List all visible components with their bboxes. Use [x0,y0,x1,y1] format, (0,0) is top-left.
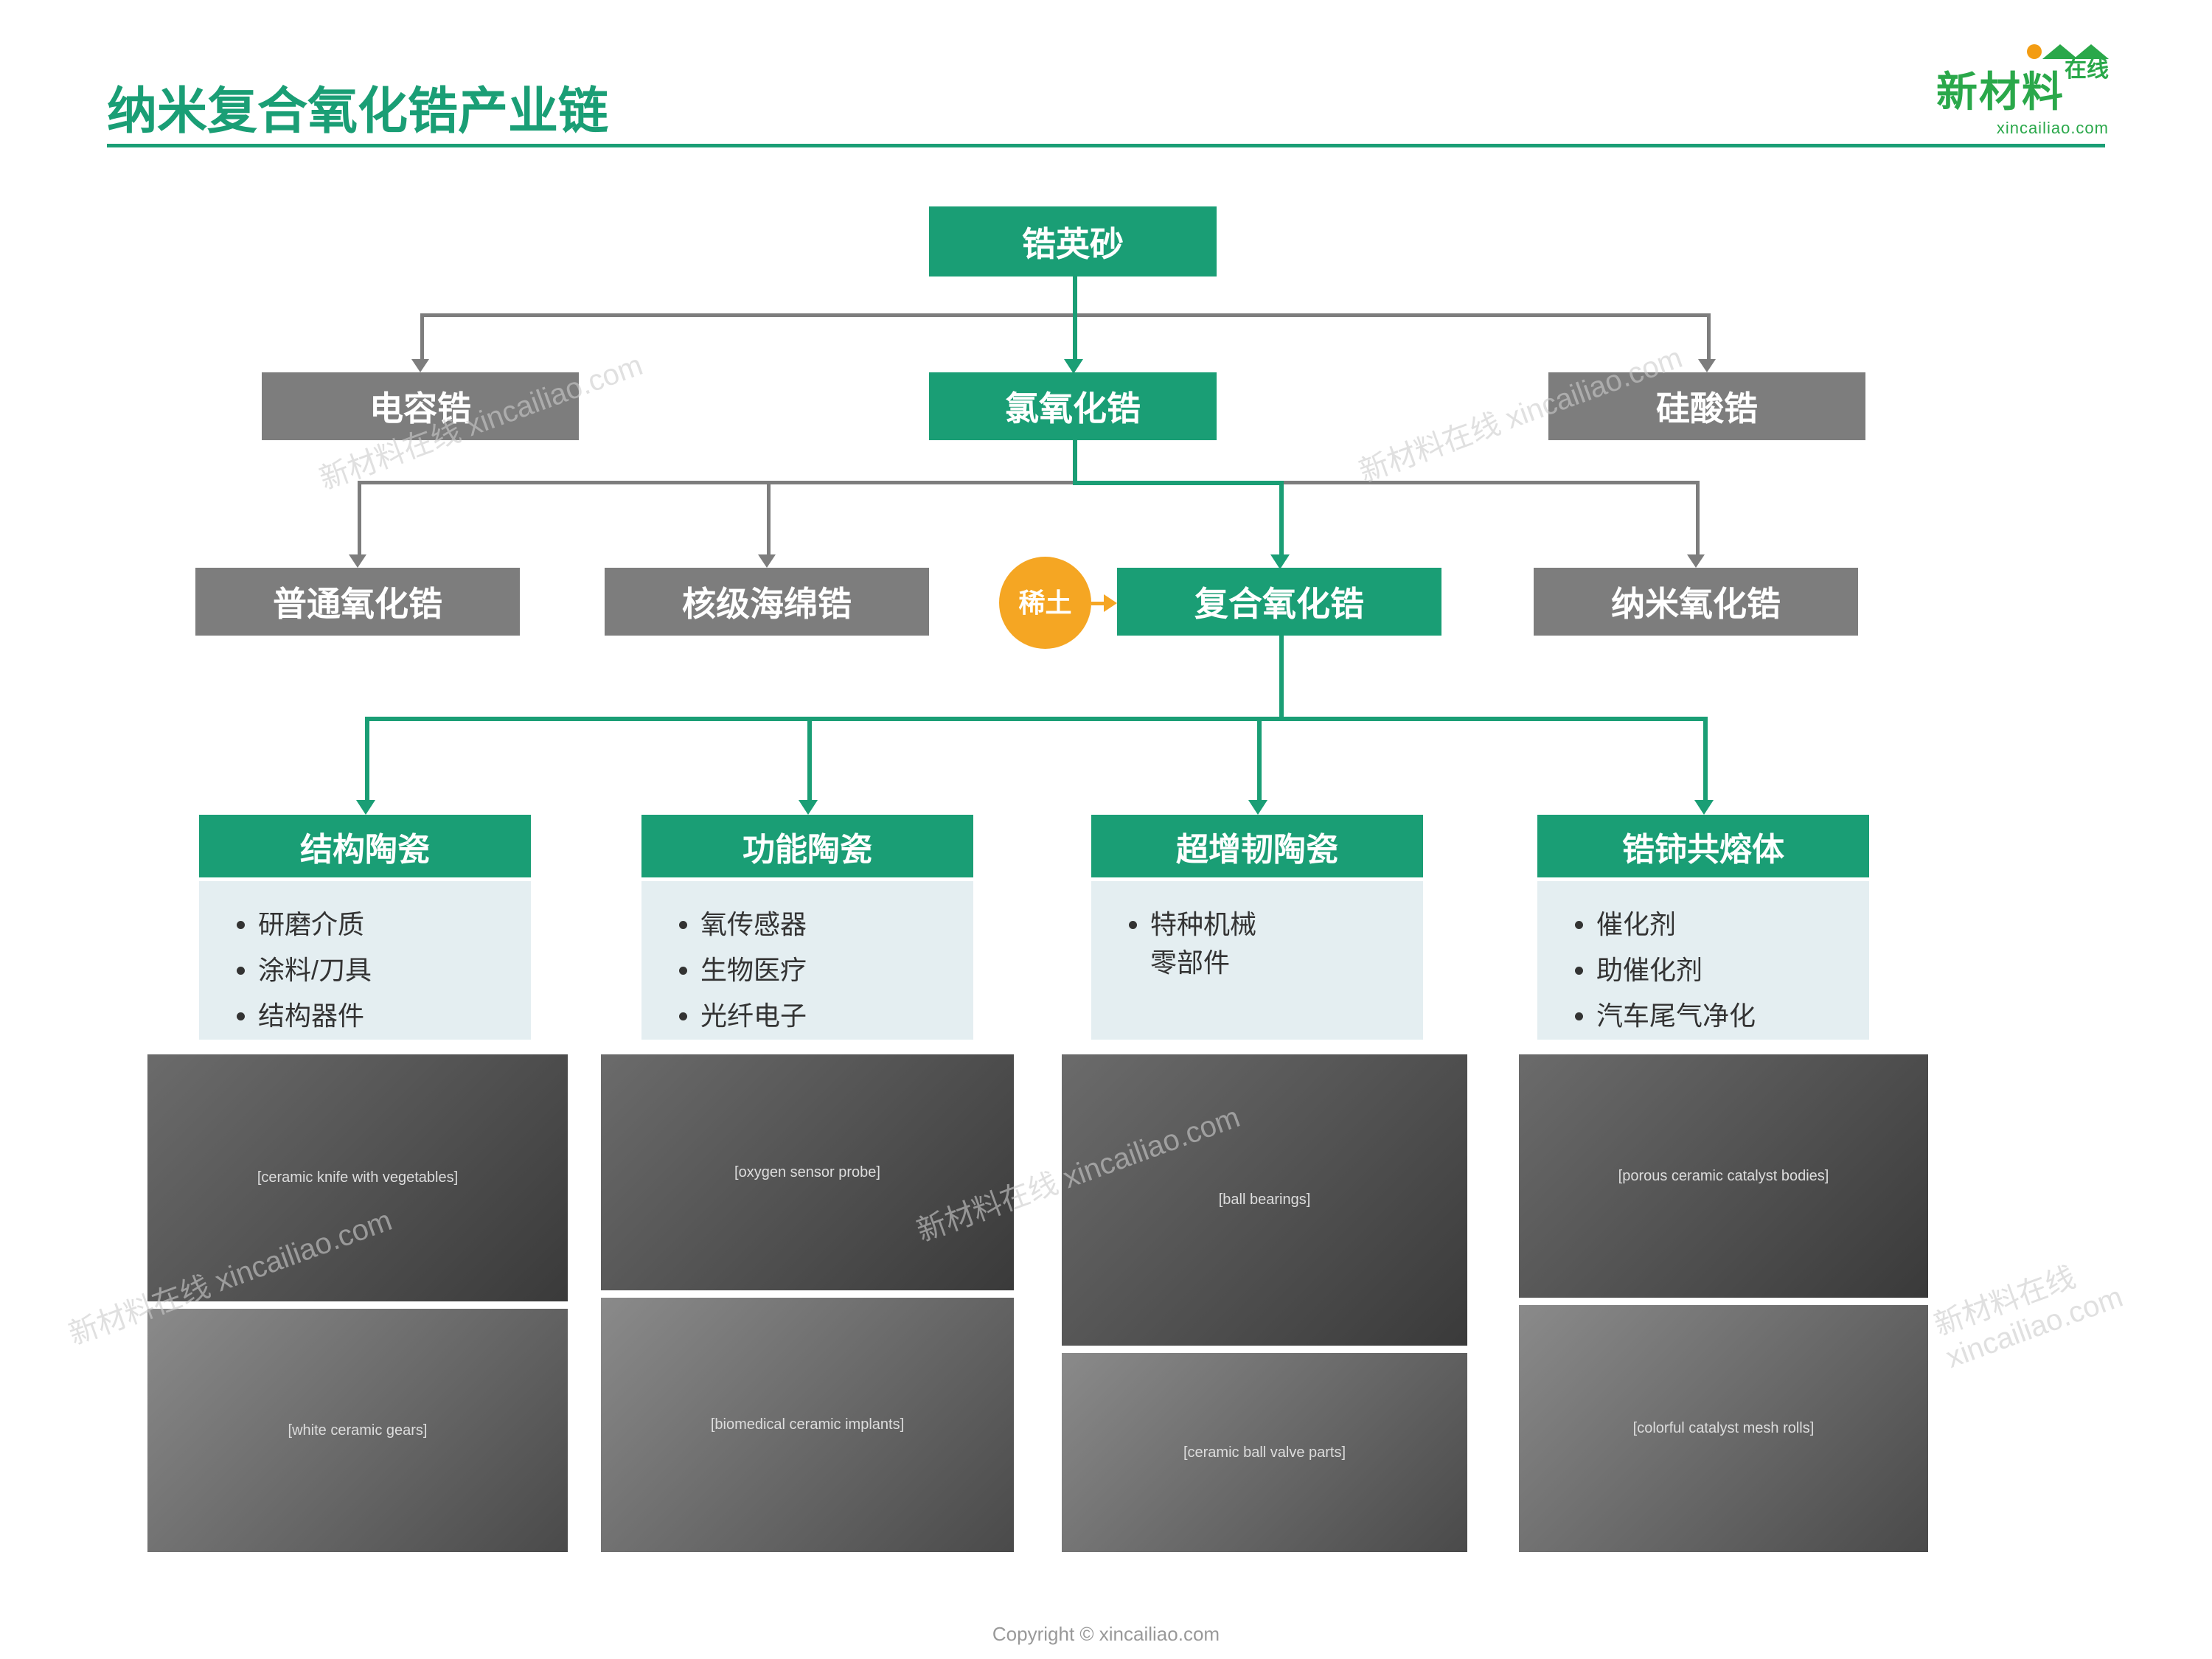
bus-l1 [420,313,1707,317]
conn-l1-2 [1707,313,1711,359]
app-body-2: 特种机械零部件 [1091,881,1423,1040]
conn-l2-1 [767,481,771,554]
arrow-app-0 [356,800,375,815]
app-body-0: 研磨介质涂料/刀具结构器件 [199,881,531,1040]
arrow-l1-2 [1698,359,1716,372]
bus-apps [365,717,1703,721]
copyright-text: Copyright © xincailiao.com [0,1623,2212,1646]
logo-mountain-icon [2042,44,2078,59]
conn-fuhe-drop [1279,636,1284,717]
arrow-l1-0 [411,359,429,372]
logo-mountain-icon [2073,44,2109,59]
arrow-app-3 [1694,800,1714,815]
logo-side-text: 在线 [2065,59,2109,81]
watermark-4: 新材料在线 xincailiao.com [1927,1208,2212,1375]
conn-l1-drop [1073,440,1077,481]
flow-node-root: 锆英砂 [929,206,1217,276]
conn-l2-3 [1696,481,1700,554]
arrow-l2-0 [349,554,366,568]
app-image-0-0: [ceramic knife with vegetables] [147,1054,568,1301]
conn-app-2 [1257,717,1262,800]
app-title-0: 结构陶瓷 [199,815,531,877]
flow-node-lvyanghuagao: 氯氧化锆 [929,372,1217,440]
app-image-3-1: [colorful catalyst mesh rolls] [1519,1305,1928,1552]
flow-node-nami: 纳米氧化锆 [1534,568,1858,636]
slide: 纳米复合氧化锆产业链 新材料在线 xincailiao.com 锆英砂电容锆 氯氧… [0,0,2212,1659]
title-underline [107,144,2105,147]
brand-logo: 新材料在线 xincailiao.com [1936,44,2109,138]
app-image-3-0: [porous ceramic catalyst bodies] [1519,1054,1928,1298]
app-title-1: 功能陶瓷 [641,815,973,877]
arrow-app-1 [799,800,818,815]
app-body-3: 催化剂助催化剂汽车尾气净化 [1537,881,1869,1040]
logo-sun-icon [2027,44,2042,59]
app-image-0-1: [white ceramic gears] [147,1309,568,1552]
flow-node-fuhe: 复合氧化锆 [1117,568,1441,636]
conn-app-0 [365,717,369,800]
logo-brand-text: 新材料 [1936,69,2065,115]
flow-node-dianronggao: 电容锆 [262,372,579,440]
flow-node-putong: 普通氧化锆 [195,568,520,636]
conn-l0-drop [1073,276,1077,313]
app-body-1: 氧传感器生物医疗光纤电子 [641,881,973,1040]
conn-l2-2 [1279,481,1284,554]
arrow-l2-1 [758,554,776,568]
arrow-app-2 [1248,800,1267,815]
flow-node-heji: 核级海绵锆 [605,568,929,636]
app-image-2-1: [ceramic ball valve parts] [1062,1353,1467,1552]
app-image-2-0: [ball bearings] [1062,1054,1467,1346]
rare-earth-line [1091,602,1104,605]
rare-earth-node: 稀土 [999,557,1091,649]
conn-app-1 [807,717,812,800]
logo-url: xincailiao.com [1936,119,2109,138]
arrow-l2-2 [1270,554,1290,569]
arrow-l1-1 [1064,359,1083,374]
bus-l2-green [1073,481,1279,485]
flow-node-guisuangao: 硅酸锆 [1548,372,1865,440]
app-title-3: 锆铈共熔体 [1537,815,1869,877]
bus-l2-green-join [1073,480,1077,484]
bus-l2 [358,481,1696,484]
app-image-1-1: [biomedical ceramic implants] [601,1298,1014,1552]
conn-l0l1-green [1073,313,1077,359]
conn-l2-0 [358,481,361,554]
app-title-2: 超增韧陶瓷 [1091,815,1423,877]
slide-title: 纳米复合氧化锆产业链 [107,70,2105,143]
conn-app-3 [1703,717,1708,800]
arrow-l2-3 [1687,554,1705,568]
conn-l1-0 [420,313,424,359]
rare-earth-arrow [1104,594,1117,612]
industry-chain-flowchart: 锆英砂电容锆 氯氧化锆 硅酸锆普通氧化锆 核级海绵锆 复合氧化锆 纳米氧化锆 稀土结构陶瓷研… [0,184,2212,1585]
app-image-1-0: [oxygen sensor probe] [601,1054,1014,1290]
